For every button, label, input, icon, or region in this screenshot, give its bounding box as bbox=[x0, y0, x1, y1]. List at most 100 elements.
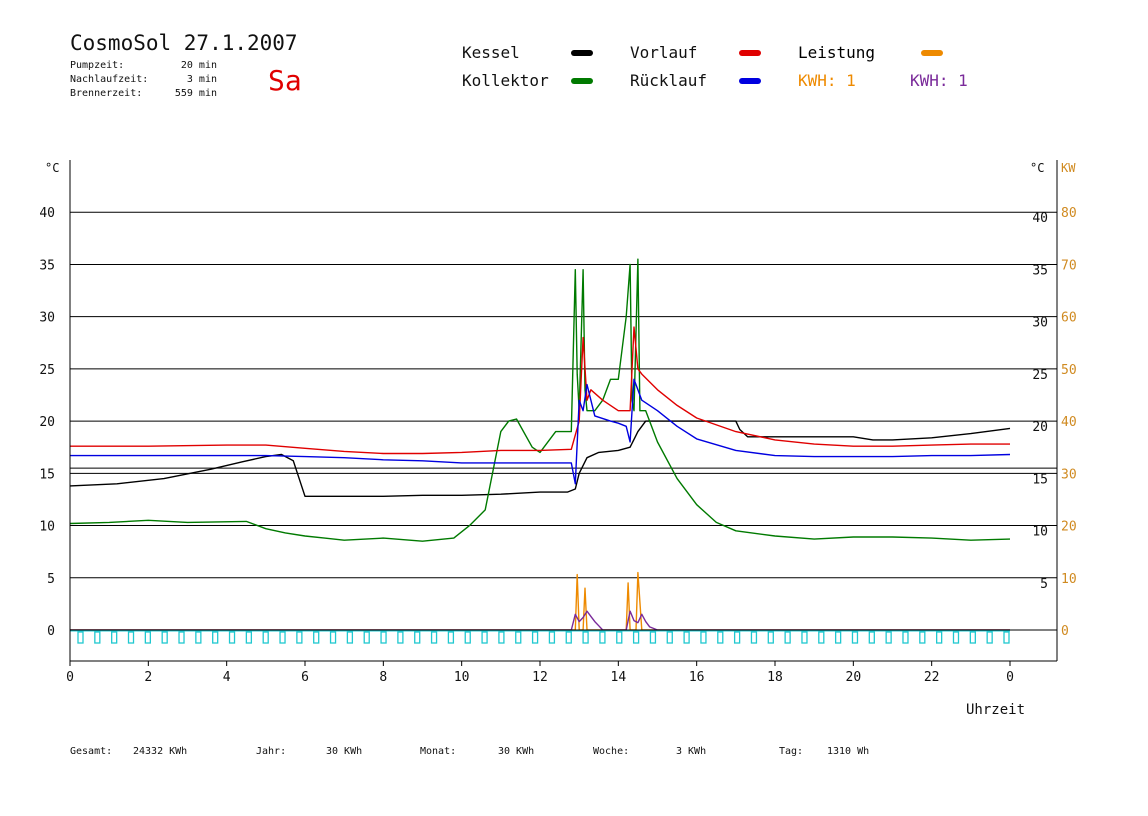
series-line-leistung2 bbox=[70, 610, 1010, 631]
series bbox=[69, 258, 1011, 631]
y-tick-left: 5 bbox=[47, 572, 55, 587]
day-label: Sa bbox=[268, 64, 302, 97]
y-tick-right: 35 bbox=[1032, 263, 1048, 278]
legend-label: KWH: 1 bbox=[910, 71, 968, 90]
y2-tick-kw: 50 bbox=[1061, 363, 1077, 378]
pump-marker bbox=[329, 631, 337, 644]
pump-marker bbox=[582, 631, 589, 644]
y-tick-right: 15 bbox=[1032, 472, 1048, 487]
x-tick-label: 10 bbox=[454, 670, 470, 685]
info-label: Pumpzeit: bbox=[70, 60, 124, 71]
y-tick-left: 40 bbox=[39, 206, 55, 221]
y2-tick-kw: 10 bbox=[1061, 572, 1077, 587]
pump-marker bbox=[649, 631, 657, 644]
y-tick-right: 30 bbox=[1032, 316, 1048, 331]
pump-marker bbox=[851, 631, 859, 644]
legend-label: Kollektor bbox=[462, 71, 549, 90]
series-line-ruecklauf bbox=[70, 378, 1011, 485]
legend-label: Vorlauf bbox=[630, 43, 697, 62]
runtime-info: Pumpzeit: 20 min Nachlaufzeit: 3 min Brenner… bbox=[70, 60, 217, 99]
series-line-vorlauf bbox=[70, 326, 1010, 455]
pump-marker bbox=[784, 631, 791, 644]
pump-marker bbox=[77, 631, 84, 644]
x-axis-label: Uhrzeit bbox=[966, 702, 1025, 718]
x-tick-label: 22 bbox=[924, 670, 940, 685]
pump-marker bbox=[616, 631, 623, 644]
y-tick-right: 25 bbox=[1032, 368, 1048, 383]
x-tick-label: 18 bbox=[767, 670, 783, 685]
series-line-kessel bbox=[69, 420, 1011, 497]
pump-marker bbox=[767, 631, 774, 644]
pump-marker bbox=[127, 631, 135, 644]
pump-marker bbox=[447, 631, 455, 644]
y-axis-left-unit: °C bbox=[45, 161, 59, 175]
pump-markers bbox=[70, 630, 1010, 644]
footer-label: Tag: bbox=[779, 746, 803, 757]
legend-label: Leistung bbox=[798, 43, 875, 62]
pump-marker bbox=[430, 631, 438, 644]
pump-marker bbox=[195, 631, 202, 644]
pump-marker bbox=[346, 631, 354, 644]
y-tick-right: 40 bbox=[1032, 211, 1048, 226]
y2-tick-kw: 60 bbox=[1061, 311, 1077, 326]
pump-marker bbox=[818, 631, 825, 644]
x-tick-label: 2 bbox=[144, 670, 152, 685]
info-value: 3 min bbox=[187, 74, 217, 85]
y-tick-right: 20 bbox=[1032, 420, 1048, 435]
series-line-kollektor bbox=[69, 258, 1011, 542]
y2-tick-kw: 30 bbox=[1061, 467, 1077, 482]
footer-value: 3 KWh bbox=[676, 746, 706, 757]
pump-marker bbox=[296, 631, 303, 644]
info-value: 20 min bbox=[181, 60, 217, 71]
y-tick-right: 10 bbox=[1032, 525, 1048, 540]
x-tick-label: 14 bbox=[611, 670, 627, 685]
pump-marker bbox=[717, 631, 724, 644]
x-tick-label: 16 bbox=[689, 670, 705, 685]
x-tick-label: 0 bbox=[66, 670, 74, 685]
pump-marker bbox=[936, 631, 943, 644]
y-axis-right-unit: °C bbox=[1030, 161, 1044, 175]
pump-marker bbox=[144, 631, 151, 644]
y-tick-left: 35 bbox=[39, 258, 55, 273]
footer-value: 30 KWh bbox=[326, 746, 362, 757]
pump-marker bbox=[228, 631, 236, 644]
pump-marker bbox=[111, 631, 118, 644]
pump-marker bbox=[481, 631, 488, 644]
pump-marker bbox=[161, 631, 168, 644]
pump-marker bbox=[834, 631, 842, 644]
pump-marker bbox=[902, 631, 909, 644]
legend-label: Rücklauf bbox=[630, 71, 707, 90]
footer-value: 30 KWh bbox=[498, 746, 534, 757]
legend: Kessel Kollektor Vorlauf Rücklauf Leistung KW… bbox=[462, 43, 968, 90]
pump-marker bbox=[531, 631, 539, 644]
y-tick-left: 15 bbox=[39, 467, 55, 482]
y-axis-right-kw-unit: KW bbox=[1061, 161, 1076, 175]
x-tick-label: 6 bbox=[301, 670, 309, 685]
pump-marker bbox=[969, 631, 976, 644]
y2-tick-kw: 0 bbox=[1061, 624, 1069, 639]
pump-marker bbox=[700, 631, 707, 644]
footer-label: Woche: bbox=[593, 746, 629, 757]
pump-marker bbox=[548, 631, 556, 644]
pump-marker bbox=[397, 631, 404, 644]
pump-marker bbox=[245, 631, 253, 644]
y2-tick-kw: 70 bbox=[1061, 258, 1077, 273]
x-tick-label: 12 bbox=[532, 670, 548, 685]
axes: 0 2 4 6 8 10 12 14 16 18 20 22 0 bbox=[66, 160, 1058, 685]
footer-label: Monat: bbox=[420, 746, 456, 757]
page-title: CosmoSol 27.1.2007 bbox=[70, 31, 298, 55]
footer-value: 24332 KWh bbox=[133, 746, 187, 757]
pump-marker bbox=[565, 631, 572, 644]
y-tick-left: 30 bbox=[39, 311, 55, 326]
info-value: 559 min bbox=[175, 88, 217, 99]
y2-tick-kw: 40 bbox=[1061, 415, 1077, 430]
x-tick-label: 4 bbox=[223, 670, 231, 685]
pump-marker bbox=[1003, 631, 1010, 644]
info-label: Nachlaufzeit: bbox=[70, 74, 148, 85]
y2-tick-kw: 20 bbox=[1061, 520, 1077, 535]
pump-marker bbox=[515, 631, 522, 644]
y-tick-left: 25 bbox=[39, 363, 55, 378]
pump-marker bbox=[868, 631, 875, 644]
